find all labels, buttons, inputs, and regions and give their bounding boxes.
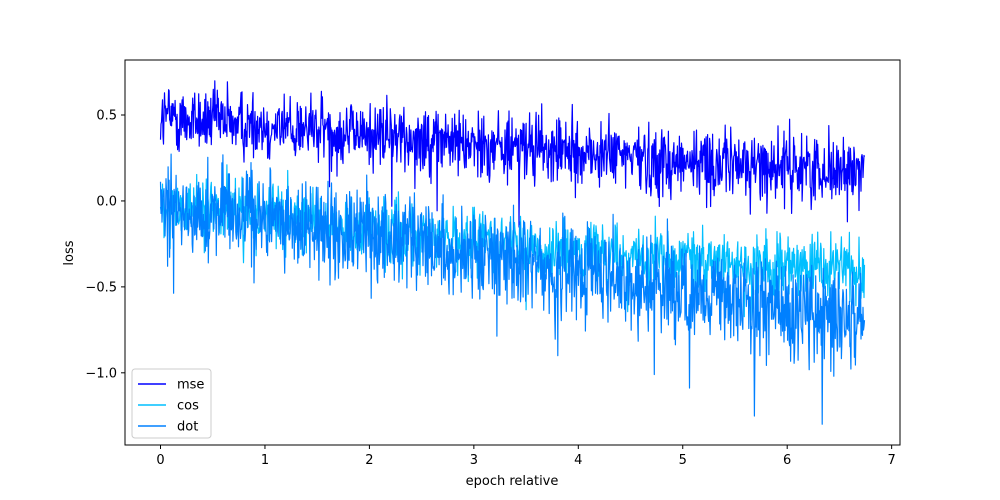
series-line-dot: [159, 153, 866, 425]
x-tick-label: 6: [783, 453, 791, 468]
series-line-mse: [159, 80, 866, 228]
legend-box: [131, 368, 212, 439]
x-tick-label: 4: [574, 453, 582, 468]
x-tick-label: 2: [365, 453, 373, 468]
series-layer: [159, 80, 866, 425]
legend-label-cos: cos: [177, 399, 199, 414]
x-tick-label: 5: [679, 453, 687, 468]
y-tick-label: −0.5: [85, 280, 117, 295]
x-tick-label: 0: [156, 453, 164, 468]
y-axis-label: loss: [62, 240, 77, 265]
legend-label-mse: mse: [177, 378, 204, 393]
x-tick-label: 1: [261, 453, 269, 468]
x-axis-ticks: 0 1 2 3 4 5 6 7: [156, 445, 896, 468]
y-tick-label: 0.5: [96, 109, 117, 124]
y-tick-label: 0.0: [96, 194, 117, 209]
legend-label-dot: dot: [177, 420, 198, 435]
x-tick-label: 3: [470, 453, 478, 468]
x-tick-label: 7: [888, 453, 896, 468]
x-axis-label: epoch relative: [466, 474, 559, 489]
legend: mse cos dot: [131, 368, 212, 439]
plot-frame: [124, 59, 901, 446]
y-axis-ticks: 0.5 0.0 −0.5 −1.0: [85, 109, 125, 381]
y-tick-label: −1.0: [85, 366, 117, 381]
